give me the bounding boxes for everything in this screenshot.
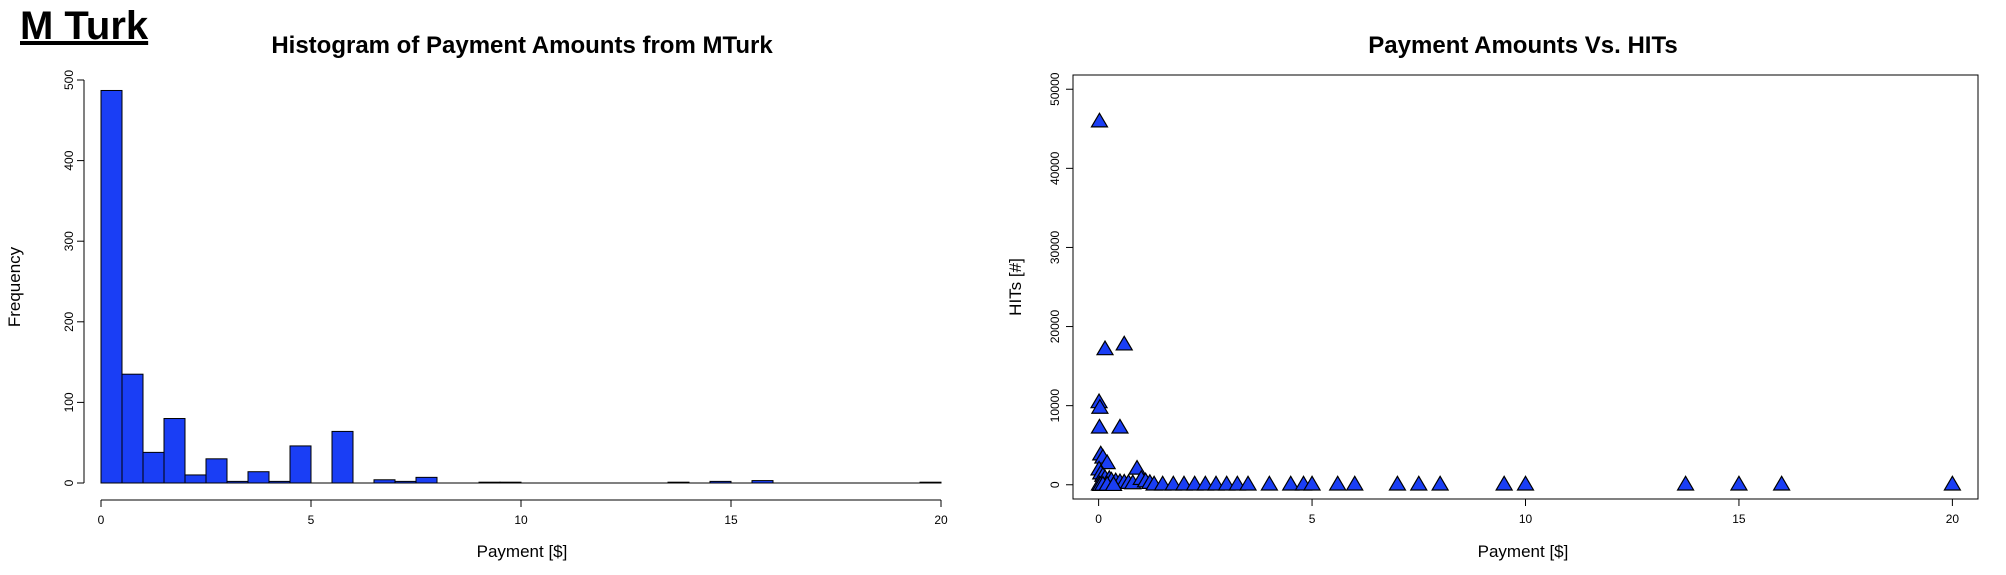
histogram-x-tick-label: 10	[514, 513, 528, 527]
histogram-x-tick-label: 15	[724, 513, 738, 527]
scatter-point	[1090, 112, 1109, 128]
scatter-point	[1281, 475, 1300, 491]
histogram-bar	[247, 471, 270, 484]
histogram-bar	[331, 430, 354, 484]
scatter-y-axis-label: HITs [#]	[1006, 258, 1025, 316]
histogram-x-axis-label: Payment [$]	[477, 542, 568, 561]
scatter-point	[1090, 398, 1109, 414]
histogram-bar	[205, 458, 228, 484]
histogram-y-tick-label: 100	[62, 392, 76, 412]
scatter-point	[1729, 475, 1748, 491]
scatter-point	[1328, 475, 1347, 491]
scatter-point	[1516, 475, 1535, 491]
scatter-point	[1095, 339, 1115, 356]
histogram-y-tick-label: 500	[62, 70, 76, 90]
histogram-y-axis-label: Frequency	[5, 246, 24, 327]
histogram-y-tick-label: 0	[62, 479, 76, 486]
scatter-y-tick-label: 40000	[1048, 151, 1062, 185]
scatter-y-tick-label: 50000	[1048, 72, 1062, 106]
histogram-x-tick-label: 20	[934, 513, 948, 527]
scatter-point	[1676, 475, 1695, 491]
scatter-x-tick-label: 5	[1309, 512, 1316, 526]
scatter-plot-frame	[1072, 74, 1979, 500]
histogram-y-tick-label: 300	[62, 231, 76, 251]
scatter-x-axis-label: Payment [$]	[1478, 542, 1569, 561]
scatter-title: Payment Amounts Vs. HITs	[1368, 32, 1677, 59]
scatter-axes: 0 5 10 15 20 0 10000 20000 30000 40000 50000	[1048, 72, 1959, 526]
scatter-y-tick-label: 10000	[1048, 389, 1062, 423]
histogram-y-tick-label: 200	[62, 311, 76, 331]
scatter-x-tick-label: 15	[1732, 512, 1746, 526]
scatter-point	[1110, 418, 1130, 434]
histogram-bar	[163, 418, 186, 484]
scatter-x-tick-label: 20	[1946, 512, 1960, 526]
scatter-point	[1943, 475, 1962, 491]
scatter-point	[1345, 475, 1364, 491]
scatter-point	[1772, 475, 1791, 491]
scatter-point	[1303, 475, 1322, 491]
scatter-point	[1388, 475, 1407, 491]
histogram-chart: Histogram of Payment Amounts from MTurk …	[5, 32, 948, 561]
scatter-y-tick-label: 30000	[1048, 230, 1062, 264]
scatter-points	[1089, 112, 1962, 492]
histogram-bar	[121, 373, 144, 484]
scatter-point	[1238, 475, 1258, 491]
scatter-point	[1431, 475, 1450, 491]
scatter-point	[1260, 475, 1279, 491]
scatter-point	[1115, 335, 1134, 351]
scatter-y-tick-label: 0	[1048, 481, 1062, 488]
scatter-x-tick-label: 10	[1519, 512, 1533, 526]
scatter-point	[1495, 475, 1514, 491]
histogram-x-tick-label: 0	[98, 513, 105, 527]
histogram-bar	[289, 445, 312, 484]
histogram-y-tick-label: 400	[62, 150, 76, 170]
histogram-x-tick-label: 5	[308, 513, 315, 527]
histogram-title: Histogram of Payment Amounts from MTurk	[271, 32, 773, 59]
histogram-bar	[415, 476, 438, 484]
scatter-x-tick-label: 0	[1095, 512, 1102, 526]
histogram-bar	[100, 89, 123, 484]
scatter-point	[1090, 418, 1109, 434]
scatter-point	[1104, 475, 1123, 492]
histogram-bar	[142, 451, 165, 484]
histogram-bar	[184, 474, 207, 484]
scatter-chart: Payment Amounts Vs. HITs Payment [$] HIT…	[1006, 32, 1979, 561]
scatter-y-tick-label: 20000	[1048, 310, 1062, 344]
scatter-point	[1098, 453, 1117, 470]
histogram-bars	[100, 89, 942, 484]
brand-title: M Turk	[20, 4, 149, 48]
scatter-point	[1409, 475, 1428, 491]
